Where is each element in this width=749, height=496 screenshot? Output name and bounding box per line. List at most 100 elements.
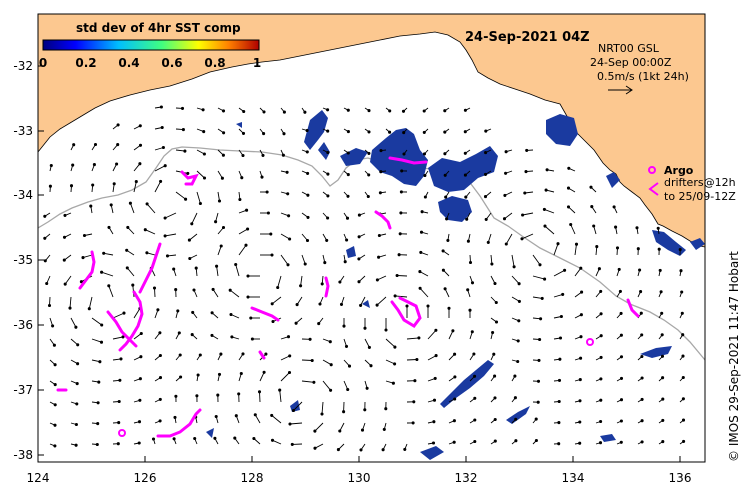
current-vector-head — [328, 340, 332, 344]
current-vector — [322, 359, 332, 366]
current-vector-head — [291, 408, 296, 413]
current-vector-head — [446, 238, 450, 242]
current-vector-head — [357, 235, 361, 239]
current-vector-head — [116, 123, 120, 127]
current-vector-head — [561, 292, 565, 296]
current-vector-head — [75, 402, 79, 406]
current-vector-head — [174, 394, 178, 398]
current-vector-head — [516, 339, 520, 343]
current-vector-head — [504, 150, 508, 154]
current-vector-head — [97, 380, 101, 384]
current-vector-head — [463, 130, 467, 134]
current-vector-head — [413, 379, 417, 383]
current-vector-head — [306, 215, 310, 219]
current-vector-head — [201, 108, 205, 112]
current-vector-head — [53, 444, 57, 448]
current-vector-head — [45, 281, 49, 286]
current-vector-head — [257, 390, 262, 394]
current-vector-head — [180, 106, 185, 110]
current-vector-head — [517, 319, 521, 323]
current-vector-head — [635, 226, 639, 230]
current-vector-head — [447, 306, 451, 310]
current-vector-head — [589, 185, 593, 189]
current-vector-head — [43, 236, 47, 240]
current-vector-head — [464, 195, 468, 199]
current-vector-head — [578, 378, 582, 382]
current-vector-head — [434, 328, 438, 332]
current-vector-head — [557, 378, 562, 382]
current-vector-head — [93, 142, 98, 147]
current-vector-head — [426, 304, 430, 308]
current-vector-head — [229, 312, 233, 317]
current-vector-head — [198, 201, 202, 206]
current-vector — [235, 264, 240, 277]
x-tick-label: 132 — [455, 471, 478, 485]
vector-scale-label: 0.5m/s (1kt 24h) — [597, 70, 689, 83]
current-vector-head — [287, 370, 292, 375]
current-vector — [314, 422, 324, 432]
current-vector-head — [422, 152, 427, 156]
colorbar-title: std dev of 4hr SST comp — [76, 21, 241, 35]
current-vector — [108, 285, 114, 298]
current-vector-head — [402, 131, 406, 135]
current-vector-head — [483, 172, 488, 176]
plot-frame — [37, 13, 706, 463]
current-vector — [259, 372, 265, 382]
current-vector-head — [599, 377, 603, 381]
current-vector-head — [178, 353, 182, 357]
current-vector-head — [253, 413, 257, 417]
credit-label: © IMOS 29-Sep-2021 11:47 Hobart — [727, 251, 741, 462]
current-vector — [574, 244, 577, 256]
current-vector-head — [393, 362, 397, 366]
current-vector-head — [397, 253, 401, 257]
current-vector-head — [198, 353, 202, 357]
current-vector-head — [470, 330, 474, 334]
current-vector — [364, 338, 370, 348]
current-vector-head — [240, 176, 244, 180]
current-vector-head — [190, 222, 194, 226]
current-vector-head — [365, 386, 369, 390]
current-vector-head — [165, 254, 170, 258]
current-vector-head — [163, 164, 167, 168]
current-vector-head — [214, 220, 218, 224]
current-vector-head — [158, 397, 162, 401]
current-vector-head — [264, 352, 268, 356]
current-vector-head — [558, 357, 562, 361]
current-vector-head — [215, 264, 219, 268]
current-vector — [395, 295, 408, 298]
current-vector — [91, 338, 102, 343]
current-vector-head — [43, 214, 47, 218]
current-vector — [112, 312, 125, 319]
current-vector-head — [539, 317, 543, 321]
current-vector-head — [659, 290, 663, 294]
current-vector-head — [81, 256, 85, 260]
current-vector-head — [441, 268, 445, 272]
current-vector-head — [246, 295, 250, 299]
x-tick-label: 134 — [562, 471, 585, 485]
current-vector-head — [138, 377, 142, 381]
current-vector-head — [382, 427, 386, 431]
x-tick-label: 124 — [27, 471, 50, 485]
current-vector-head — [534, 417, 538, 421]
current-vector-head — [194, 266, 198, 270]
current-vector-head — [270, 253, 274, 257]
current-vectors — [43, 105, 686, 452]
current-vector-head — [172, 267, 176, 271]
current-vector-head — [303, 110, 307, 114]
current-vector — [196, 191, 201, 204]
current-vector-head — [566, 186, 571, 190]
current-vector-head — [463, 173, 467, 177]
current-vector-head — [557, 421, 561, 425]
current-vector-head — [536, 379, 541, 383]
current-vector-head — [680, 290, 684, 294]
current-vector-head — [557, 442, 561, 446]
current-vector-head — [379, 170, 383, 174]
current-vector-head — [53, 363, 57, 367]
current-vector-head — [184, 197, 188, 201]
current-vector — [64, 275, 72, 285]
current-vector-head — [281, 153, 285, 157]
colorbar-tick: 1 — [253, 56, 261, 70]
y-tick-label: -34 — [13, 188, 33, 202]
current-vector-head — [619, 333, 623, 337]
current-vector-head — [287, 214, 291, 218]
